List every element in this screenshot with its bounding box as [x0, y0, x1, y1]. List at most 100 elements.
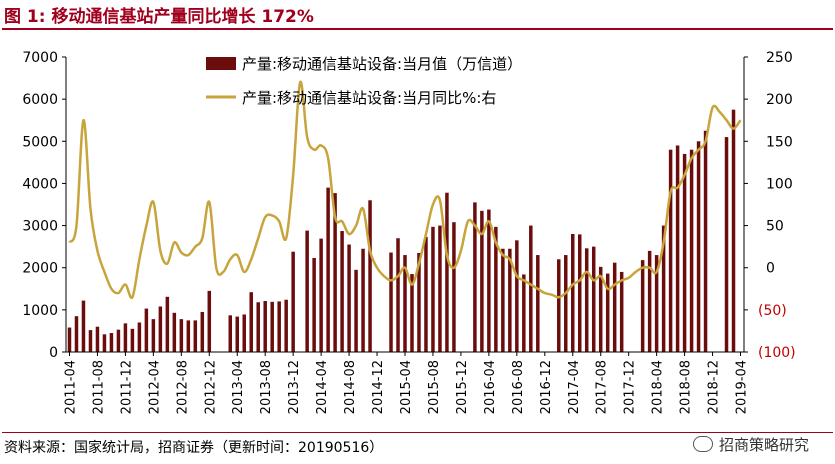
y-tick-label-right: (100): [758, 345, 796, 361]
bar: [431, 226, 435, 352]
bar: [682, 153, 687, 352]
bar: [689, 149, 694, 352]
bar: [158, 306, 163, 352]
y-tick-label-left: 2000: [22, 261, 58, 277]
x-tick-label: 2014-12: [371, 360, 386, 414]
bar: [172, 312, 177, 352]
bar: [661, 225, 666, 352]
bar: [88, 330, 93, 352]
bar: [410, 274, 414, 352]
bar: [417, 252, 421, 352]
bar: [249, 292, 253, 352]
bar: [424, 236, 428, 352]
bar: [319, 238, 323, 352]
x-tick-label: 2017-04: [567, 360, 582, 414]
bar: [675, 145, 680, 352]
y-tick-label-left: 0: [49, 345, 58, 361]
bar: [179, 319, 184, 352]
bar: [571, 234, 575, 352]
x-tick-label: 2019-04: [735, 360, 750, 414]
bar: [654, 255, 659, 352]
bar: [522, 274, 526, 352]
bar: [277, 301, 281, 352]
bar: [165, 296, 170, 352]
bar: [361, 248, 365, 352]
legend-bar-swatch: [206, 57, 236, 70]
bar: [312, 258, 316, 352]
bar: [130, 328, 135, 352]
x-tick-label: 2011-04: [63, 360, 78, 414]
bar: [619, 271, 624, 352]
bar: [564, 255, 568, 352]
bar: [207, 290, 212, 352]
x-tick-label: 2013-04: [231, 360, 246, 414]
x-tick-label: 2011-08: [91, 360, 106, 414]
bar: [557, 259, 561, 352]
bar: [263, 301, 267, 352]
bar: [536, 255, 540, 352]
bar: [123, 323, 128, 352]
bar: [438, 225, 442, 352]
bar: [200, 311, 205, 352]
bar: [724, 137, 729, 352]
bar: [403, 255, 407, 352]
y-tick-label-right: 50: [766, 219, 784, 235]
y-tick-label-right: (50): [758, 303, 787, 319]
bar: [647, 250, 652, 352]
bar: [487, 209, 491, 352]
x-tick-label: 2018-04: [651, 360, 666, 414]
y-tick-label-right: 200: [766, 92, 793, 108]
bar: [605, 273, 610, 352]
x-tick-label: 2012-04: [147, 360, 162, 414]
bar: [102, 334, 107, 352]
y-tick-label-left: 6000: [22, 92, 58, 108]
bar: [74, 316, 79, 352]
x-tick-label: 2015-08: [427, 360, 442, 414]
bar: [480, 210, 484, 352]
bar: [703, 130, 708, 352]
bar: [591, 246, 596, 352]
bar: [696, 141, 701, 352]
bar: [368, 200, 372, 352]
y-tick-label-right: 150: [766, 134, 793, 150]
y-tick-label-left: 3000: [22, 219, 58, 235]
bar: [389, 252, 393, 352]
x-tick-label: 2017-12: [623, 360, 638, 414]
bar: [333, 193, 337, 352]
bar: [242, 314, 246, 352]
bar: [137, 322, 142, 352]
bar: [291, 251, 295, 352]
wechat-icon: [692, 436, 713, 452]
x-tick-label: 2012-08: [175, 360, 190, 414]
bar: [151, 319, 156, 352]
bar: [668, 149, 673, 352]
bar: [354, 269, 358, 352]
chart-title: 图 1: 移动通信基站产量同比增长 172%: [4, 7, 314, 27]
bar: [340, 231, 344, 352]
x-tick-label: 2015-12: [455, 360, 470, 414]
y-tick-label-right: 100: [766, 176, 793, 192]
bar: [270, 301, 274, 352]
chart: 0 1000 2000 3000 4000 5000 6000 7000 (100) (50) 0 5…: [22, 50, 796, 414]
bar: [256, 302, 260, 352]
watermark: 招商策略研究: [692, 434, 809, 455]
x-tick-label: 2014-08: [343, 360, 358, 414]
bar: [640, 260, 645, 352]
bar: [508, 248, 512, 352]
bar: [284, 299, 288, 352]
bar: [193, 320, 198, 352]
bar: [598, 266, 603, 352]
bar: [473, 202, 477, 352]
x-tick-label: 2011-12: [119, 360, 134, 414]
x-tick-label: 2013-12: [287, 360, 302, 414]
bar: [305, 230, 309, 352]
bar: [67, 327, 72, 352]
bar: [186, 320, 191, 352]
bar: [347, 244, 351, 352]
bar: [445, 192, 449, 352]
y-tick-label-left: 5000: [22, 134, 58, 150]
source-note: 资料来源：国家统计局，招商证券（更新时间：20190516）: [4, 440, 384, 456]
x-tick-label: 2018-08: [679, 360, 694, 414]
bar: [515, 240, 519, 352]
x-tick-label: 2016-08: [511, 360, 526, 414]
